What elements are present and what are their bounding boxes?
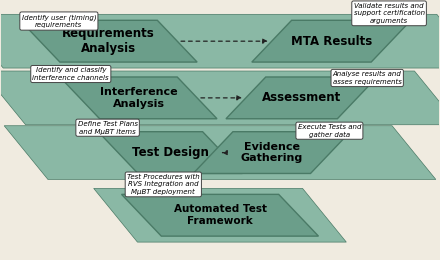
Text: Identify user (timing)
requirements: Identify user (timing) requirements (22, 14, 96, 28)
Polygon shape (121, 194, 319, 236)
Text: Assessment: Assessment (262, 91, 341, 104)
Text: Interference
Analysis: Interference Analysis (99, 87, 177, 109)
Polygon shape (20, 20, 197, 62)
Text: Test Design: Test Design (132, 146, 209, 159)
Polygon shape (0, 14, 440, 68)
Polygon shape (60, 77, 217, 119)
Text: Validate results and
support certification
arguments: Validate results and support certificati… (353, 3, 425, 24)
Polygon shape (98, 132, 242, 173)
Polygon shape (252, 20, 411, 62)
Text: Analyse results and
asses requirements: Analyse results and asses requirements (333, 71, 402, 85)
Text: Execute Tests and
gather data: Execute Tests and gather data (297, 124, 361, 138)
Text: MTA Results: MTA Results (291, 35, 372, 48)
Text: Requirements
Analysis: Requirements Analysis (62, 27, 155, 55)
Text: Evidence
Gathering: Evidence Gathering (241, 142, 303, 163)
Polygon shape (0, 71, 440, 125)
Polygon shape (226, 77, 377, 119)
Text: Define Test Plans
and MµBT items: Define Test Plans and MµBT items (77, 121, 138, 134)
Text: Automated Test
Framework: Automated Test Framework (173, 204, 267, 226)
Polygon shape (193, 132, 350, 173)
Text: Test Procedures with
RVS Integration and
MµBT deployment: Test Procedures with RVS Integration and… (127, 174, 200, 195)
Text: Identify and classify
interference channels: Identify and classify interference chann… (33, 67, 109, 81)
Polygon shape (94, 188, 346, 242)
Polygon shape (4, 126, 436, 179)
